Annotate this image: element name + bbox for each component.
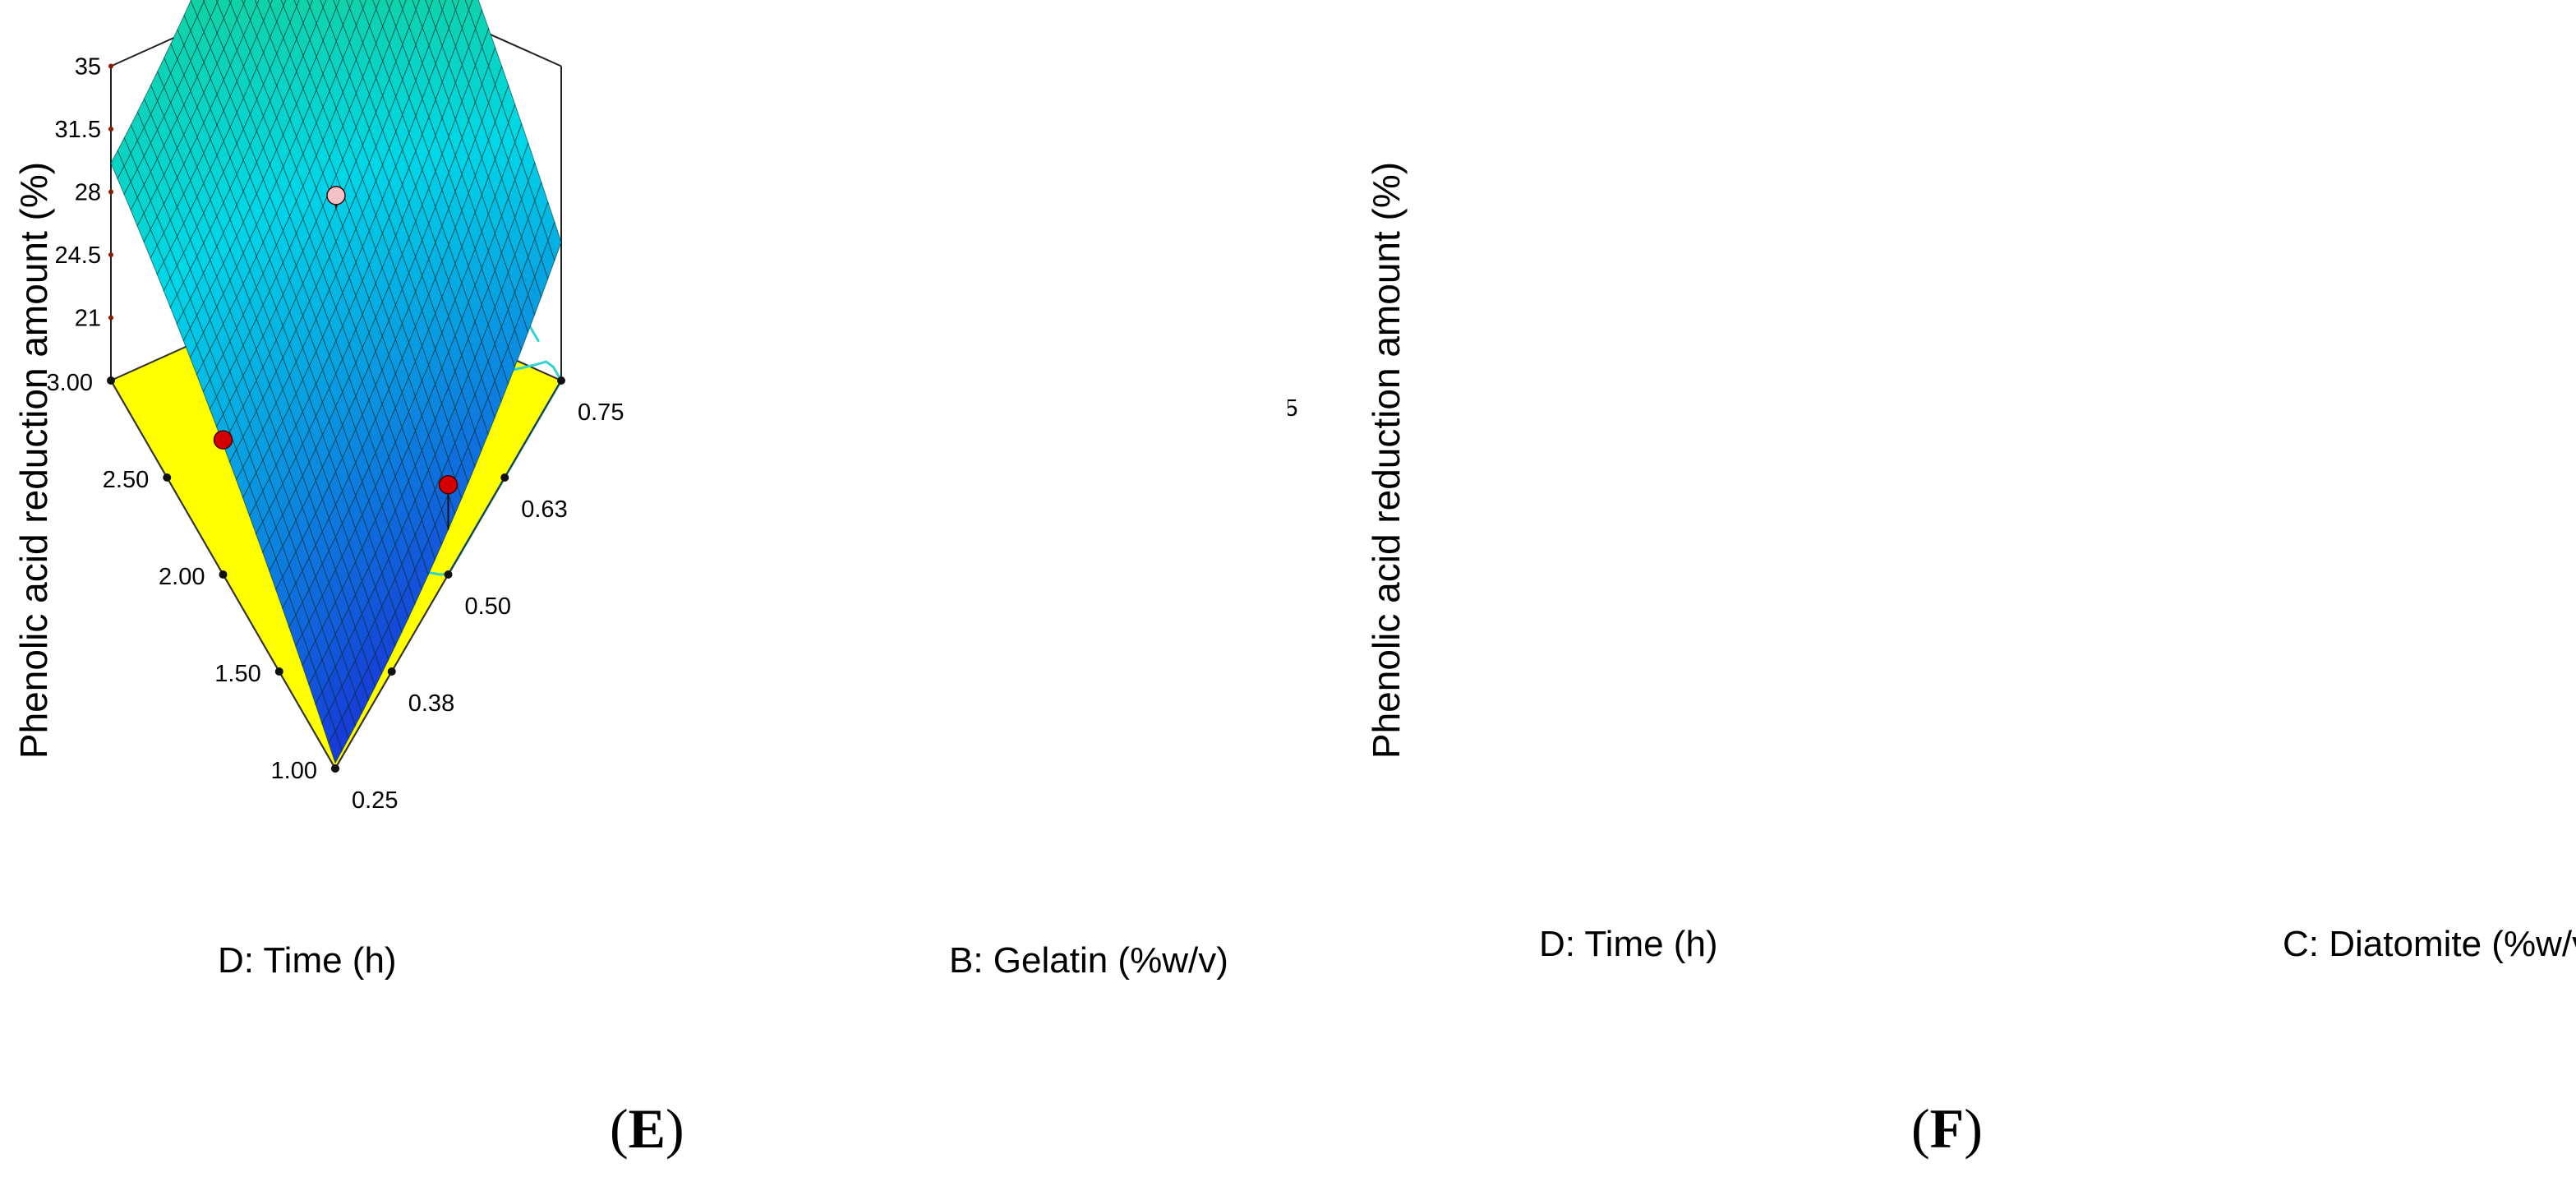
- panel-f-x-tick-label: 0.50: [1140, 592, 1186, 618]
- panel-e-response-surface: [110, 0, 562, 764]
- panel-f-top-edges: [785, 0, 1235, 93]
- panel-e-y-tick-mark: [107, 376, 115, 385]
- panel-f-x-tick-label: 0.25: [1027, 787, 1073, 814]
- panel-f-x-tick-label: 0.38: [1083, 690, 1129, 716]
- panel-e-z-tick-mark: [108, 127, 113, 132]
- panel-f-floor-front-edges: [785, 374, 1235, 769]
- panel-f-z-axis-label: Phenolic acid reduction amount (%): [1365, 162, 1408, 759]
- panel-f-x-axis-label: C: Diatomite (%w/v): [2283, 924, 2576, 964]
- panel-e-y-tick-mark: [219, 570, 228, 579]
- panel-f-z-tick-label: 29: [749, 192, 775, 218]
- panel-f-z-tick-label: 36: [749, 78, 775, 104]
- panel-e-x-tick-mark: [444, 570, 453, 579]
- panel-f-x-tick-mark: [1175, 470, 1183, 478]
- panel-f-contour-line: [992, 376, 1235, 572]
- panel-f-floor-back-edges: [785, 279, 1235, 376]
- panel-f-y-tick-mark: [1007, 764, 1015, 773]
- panel-f-design-point: [1114, 482, 1132, 501]
- panel-e-x-axis-label: B: Gelatin (%w/v): [949, 940, 1228, 981]
- panel-f-response-surface: [785, 0, 1235, 760]
- panel-f-z-tick-mark: [782, 145, 787, 150]
- panel-e-geometry: 2124.52831.5351.001.502.002.503.000.250.…: [47, 0, 624, 814]
- panel-f-design-point: [1001, 209, 1019, 227]
- panel-e-design-points: [213, 186, 459, 530]
- panel-e-y-tick-label: 1.50: [214, 661, 260, 687]
- panel-f-y-tick-label: 1.50: [890, 659, 936, 685]
- panel-f-z-tick-label: 22: [749, 305, 775, 331]
- panel-f-design-points: [889, 0, 1132, 528]
- panel-f-z-tick-mark: [782, 88, 787, 93]
- panel-f-y-axis-label: D: Time (h): [1539, 924, 1718, 964]
- panel-e-x-tick-label: 0.38: [408, 690, 454, 717]
- panel-f-x-tick-mark: [1119, 569, 1127, 577]
- panel-e-z-tick-label: 21: [75, 306, 101, 332]
- panel-e-z-tick-mark: [108, 63, 113, 69]
- panel-f-z-axis: 22 25.5 29 32.5 36: [729, 78, 787, 331]
- panel-e-y-tick-label: 3.00: [47, 370, 93, 396]
- panel-e-x-tick-mark: [500, 473, 509, 482]
- panel-e-z-tick-label: 24.5: [55, 242, 101, 269]
- panel-f-chart: 2225.52932.5361.001.502.002.503.000.250.…: [721, 0, 2576, 1160]
- panel-f-floor-contours: [964, 60, 1235, 572]
- panel-e-label: (E): [610, 1097, 684, 1160]
- panel-f-geometry: 2225.52932.5361.001.502.002.503.000.250.…: [721, 0, 1297, 814]
- panel-e-x-tick-label: 0.50: [465, 593, 511, 620]
- panel-e-x-tick-mark: [387, 667, 396, 676]
- panel-e-chart: 2124.52831.5351.001.502.002.503.000.250.…: [12, 0, 1228, 1160]
- panel-f-y-tick-mark: [894, 567, 902, 575]
- panel-e-z-tick-mark: [108, 189, 113, 195]
- panel-e-y-tick-label: 2.00: [159, 564, 205, 590]
- panel-e-x-tick-label: 0.63: [521, 496, 567, 523]
- panel-f-z-tick-mark: [782, 315, 787, 320]
- panel-f-y-tick-label: 3.00: [721, 363, 767, 390]
- panel-f-z-tick-label: 25.5: [729, 248, 775, 275]
- panel-f-y-tick-mark: [837, 468, 846, 477]
- panel-f-y-tick-label: 2.00: [833, 561, 879, 587]
- panel-f-y-axis: 1.00 1.50 2.00 2.50 3.00: [721, 363, 1015, 784]
- panel-f-x-tick-label: 0.75: [1251, 395, 1297, 422]
- panel-f-label: (F): [1911, 1097, 1983, 1160]
- panel-e-y-tick-mark: [274, 667, 283, 676]
- panel-e-y-tick-label: 2.50: [103, 467, 149, 493]
- panel-f-y-tick-mark: [950, 666, 958, 674]
- panel-e-y-axis-label: D: Time (h): [218, 940, 397, 981]
- panel-f-contour-line: [979, 282, 1235, 376]
- panel-f-walls: [785, 0, 1235, 376]
- panel-e-y-axis: 1.00 1.50 2.00 2.50 3.00: [47, 370, 339, 784]
- panel-f-x-tick-mark: [1062, 667, 1071, 675]
- panel-e-design-point: [213, 430, 233, 450]
- panel-f-z-tick-label: 32.5: [729, 135, 775, 161]
- panel-f-y-tick-label: 2.50: [776, 462, 823, 488]
- panel-f-floor: [785, 279, 1235, 769]
- panel-e-x-tick-label: 0.25: [352, 787, 398, 814]
- panel-f-y-tick-label: 1.00: [947, 758, 993, 784]
- panel-e-x-axis: 0.25 0.38 0.50 0.63 0.75: [331, 376, 624, 814]
- panel-e-y-tick-label: 1.00: [271, 758, 317, 784]
- panel-e-z-tick-label: 31.5: [55, 117, 101, 143]
- panel-e-z-tick-mark: [108, 252, 113, 257]
- panel-e-x-tick-mark: [557, 376, 565, 385]
- panel-f-z-tick-mark: [782, 201, 787, 206]
- panel-f-x-tick-label: 0.63: [1196, 493, 1242, 519]
- panel-f-contour-line: [964, 60, 1212, 337]
- panel-e-x-tick-label: 0.75: [578, 399, 624, 426]
- panel-e-design-point: [326, 186, 346, 205]
- panel-e-y-tick-mark: [163, 473, 172, 482]
- panel-f-design-point: [889, 444, 907, 462]
- panel-e-z-tick-label: 35: [75, 54, 101, 81]
- panel-e-z-tick-mark: [108, 315, 113, 321]
- panel-e-z-axis: 21 24.5 28 31.5 35: [55, 54, 113, 332]
- panel-f-y-tick-mark: [781, 370, 789, 378]
- panel-f-x-axis: 0.25 0.38 0.50 0.63 0.75: [1007, 372, 1297, 814]
- panel-f-z-tick-mark: [782, 258, 787, 263]
- panel-e-z-axis-label: Phenolic acid reduction amount (%): [12, 162, 55, 759]
- panel-f-x-tick-mark: [1231, 372, 1239, 381]
- panel-e-z-tick-label: 28: [75, 180, 101, 206]
- panel-f-x-tick-mark: [1007, 764, 1015, 773]
- panel-e-design-point: [438, 474, 459, 495]
- panel-e-x-tick-mark: [331, 764, 339, 773]
